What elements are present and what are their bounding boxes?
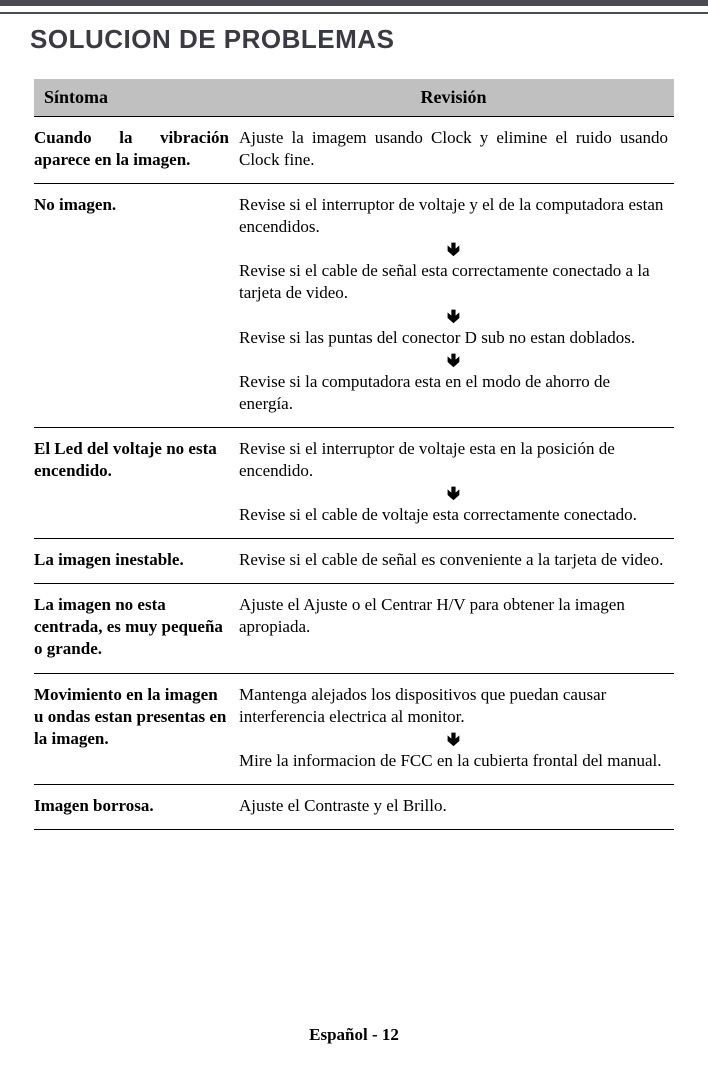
revision-cell: Revise si el interruptor de voltaje esta… bbox=[233, 427, 674, 538]
step-text: Ajuste el Ajuste o el Centrar H/V para o… bbox=[239, 594, 668, 638]
step-text: Revise si la computadora esta en el modo… bbox=[239, 371, 668, 415]
symptom-cell: La imagen inestable. bbox=[34, 539, 233, 584]
table-row: La imagen inestable. Revise si el cable d… bbox=[34, 539, 674, 584]
steps-container: Revise si el interruptor de voltaje y el… bbox=[239, 194, 668, 415]
symptom-cell: Imagen borrosa. bbox=[34, 784, 233, 829]
header-revision: Revisión bbox=[233, 79, 674, 117]
steps-container: Revise si el cable de señal es convenien… bbox=[239, 549, 668, 571]
step-text: Revise si el cable de señal es convenien… bbox=[239, 549, 668, 571]
symptom-cell: El Led del voltaje no esta encendido. bbox=[34, 427, 233, 538]
step-text: Ajuste la imagem usando Clock y elimine … bbox=[239, 127, 668, 171]
page-title: SOLUCION DE PROBLEMAS bbox=[30, 24, 678, 55]
revision-cell: Ajuste el Contraste y el Brillo. bbox=[233, 784, 674, 829]
troubleshoot-table: Síntoma Revisión Cuando la vibración apa… bbox=[34, 79, 674, 830]
down-arrow-icon: 🢃 bbox=[239, 240, 668, 258]
step-text: Mantenga alejados los dispositivos que p… bbox=[239, 684, 668, 728]
table-row: El Led del voltaje no esta encendido.Rev… bbox=[34, 427, 674, 538]
table-row: Movimiento en la imagen u ondas estan pr… bbox=[34, 673, 674, 784]
step-text: Revise si el interruptor de voltaje esta… bbox=[239, 438, 668, 482]
revision-cell: Revise si el cable de señal es convenien… bbox=[233, 539, 674, 584]
revision-cell: Ajuste la imagem usando Clock y elimine … bbox=[233, 117, 674, 184]
steps-container: Ajuste el Ajuste o el Centrar H/V para o… bbox=[239, 594, 668, 638]
page: SOLUCION DE PROBLEMAS Síntoma Revisión C… bbox=[0, 0, 708, 1069]
table-row: La imagen no esta centrada, es muy peque… bbox=[34, 584, 674, 673]
symptom-cell: Cuando la vibración aparece en la imagen… bbox=[34, 117, 233, 184]
down-arrow-icon: 🢃 bbox=[239, 307, 668, 325]
symptom-cell: No imagen. bbox=[34, 184, 233, 428]
step-text: Mire la informacion de FCC en la cubiert… bbox=[239, 750, 668, 772]
table-header-row: Síntoma Revisión bbox=[34, 79, 674, 117]
table-body: Cuando la vibración aparece en la imagen… bbox=[34, 117, 674, 830]
step-text: Revise si el cable de voltaje esta corre… bbox=[239, 504, 668, 526]
steps-container: Ajuste el Contraste y el Brillo. bbox=[239, 795, 668, 817]
steps-container: Revise si el interruptor de voltaje esta… bbox=[239, 438, 668, 526]
revision-cell: Ajuste el Ajuste o el Centrar H/V para o… bbox=[233, 584, 674, 673]
step-text: Ajuste el Contraste y el Brillo. bbox=[239, 795, 668, 817]
table-row: Imagen borrosa. Ajuste el Contraste y el … bbox=[34, 784, 674, 829]
revision-cell: Mantenga alejados los dispositivos que p… bbox=[233, 673, 674, 784]
table-row: No imagen.Revise si el interruptor de vo… bbox=[34, 184, 674, 428]
down-arrow-icon: 🢃 bbox=[239, 730, 668, 748]
down-arrow-icon: 🢃 bbox=[239, 484, 668, 502]
step-text: Revise si el cable de señal esta correct… bbox=[239, 260, 668, 304]
symptom-cell: Movimiento en la imagen u ondas estan pr… bbox=[34, 673, 233, 784]
step-text: Revise si el interruptor de voltaje y el… bbox=[239, 194, 668, 238]
header-symptom: Síntoma bbox=[34, 79, 233, 117]
down-arrow-icon: 🢃 bbox=[239, 351, 668, 369]
steps-container: Mantenga alejados los dispositivos que p… bbox=[239, 684, 668, 772]
revision-cell: Revise si el interruptor de voltaje y el… bbox=[233, 184, 674, 428]
steps-container: Ajuste la imagem usando Clock y elimine … bbox=[239, 127, 668, 171]
step-text: Revise si las puntas del conector D sub … bbox=[239, 327, 668, 349]
page-footer: Español - 12 bbox=[0, 1025, 708, 1045]
table-row: Cuando la vibración aparece en la imagen… bbox=[34, 117, 674, 184]
symptom-cell: La imagen no esta centrada, es muy peque… bbox=[34, 584, 233, 673]
